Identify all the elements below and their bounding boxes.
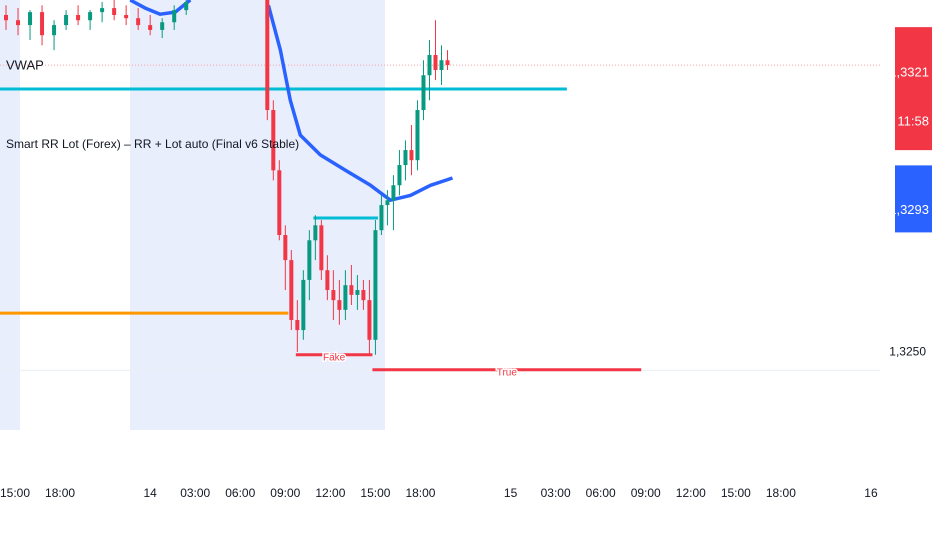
candle-body	[301, 279, 306, 331]
x-tick-label: 06:00	[586, 486, 616, 500]
candle-body	[265, 0, 270, 111]
candle-body	[391, 185, 396, 201]
x-tick-label: 14	[143, 486, 157, 500]
candle-body	[313, 225, 318, 241]
candle-body	[415, 110, 420, 161]
candle-body	[337, 300, 342, 310]
candle-body	[112, 8, 117, 15]
candle-body	[331, 290, 336, 301]
x-tick-label: 18:00	[766, 486, 796, 500]
candle-body	[349, 285, 354, 295]
candle-body	[409, 150, 414, 161]
candle-body	[379, 205, 384, 231]
candle-body	[385, 200, 390, 206]
x-tick-label: 16	[864, 486, 878, 500]
candle-body	[361, 290, 366, 301]
candle-body	[343, 285, 348, 310]
candle-body	[40, 12, 45, 36]
x-tick-label: 18:00	[405, 486, 435, 500]
candle-body	[76, 14, 81, 21]
candle-body	[277, 170, 282, 236]
candle-body	[289, 260, 294, 320]
candle-body	[184, 2, 189, 11]
candle-body	[64, 14, 69, 26]
candle-body	[160, 22, 165, 30]
candle-body	[325, 270, 330, 291]
candle-body	[148, 25, 153, 30]
vwap-line	[266, 4, 454, 202]
candle-body	[421, 75, 426, 111]
level-label: True	[497, 367, 518, 378]
session-highlight	[130, 0, 385, 430]
level-label: Fake	[323, 352, 346, 363]
price-box-label: 1,3293	[889, 202, 929, 217]
x-tick-label: 03:00	[180, 486, 210, 500]
session-highlight	[0, 0, 20, 430]
candle-body	[100, 8, 105, 13]
candle-body	[397, 165, 402, 186]
candle-body	[124, 14, 129, 19]
candle-body	[445, 60, 450, 66]
indicator-label: Smart RR Lot (Forex) – RR + Lot auto (Fi…	[6, 137, 299, 151]
x-tick-label: 18:00	[45, 486, 75, 500]
x-tick-label: 15:00	[0, 486, 30, 500]
candle-body	[172, 10, 177, 23]
candle-body	[283, 235, 288, 261]
x-tick-label: 03:00	[541, 486, 571, 500]
candle-body	[355, 290, 360, 295]
vwap-line	[129, 0, 192, 16]
candle-body	[28, 12, 33, 26]
candle-body	[373, 230, 378, 340]
candle-body	[433, 55, 438, 70]
candle-body	[88, 12, 93, 21]
x-tick-label: 15	[504, 486, 518, 500]
candle-body	[271, 110, 276, 171]
price-box-label: 1,3321	[889, 65, 929, 80]
price-box	[895, 27, 932, 151]
candle-body	[439, 60, 444, 70]
candle-body	[52, 25, 57, 36]
x-tick-label: 09:00	[270, 486, 300, 500]
candle-body	[307, 240, 312, 280]
x-tick-label: 06:00	[225, 486, 255, 500]
y-tick-label: 1,3250	[889, 345, 926, 359]
candle-body	[427, 55, 432, 76]
candle-body	[136, 18, 141, 26]
vwap-label: VWAP	[6, 57, 44, 72]
candle-body	[4, 14, 9, 21]
x-tick-label: 15:00	[721, 486, 751, 500]
candle-body	[367, 300, 372, 340]
countdown-label: 11:58	[897, 114, 929, 129]
candle-body	[319, 225, 324, 271]
x-tick-label: 12:00	[676, 486, 706, 500]
plot-area: Fake True	[0, 0, 880, 380]
x-tick-label: 15:00	[360, 486, 390, 500]
candle-body	[295, 319, 300, 331]
x-tick-label: 12:00	[315, 486, 345, 500]
x-tick-label: 09:00	[631, 486, 661, 500]
price-box	[895, 165, 932, 233]
candle-body	[403, 150, 408, 166]
candle-body	[16, 20, 21, 26]
